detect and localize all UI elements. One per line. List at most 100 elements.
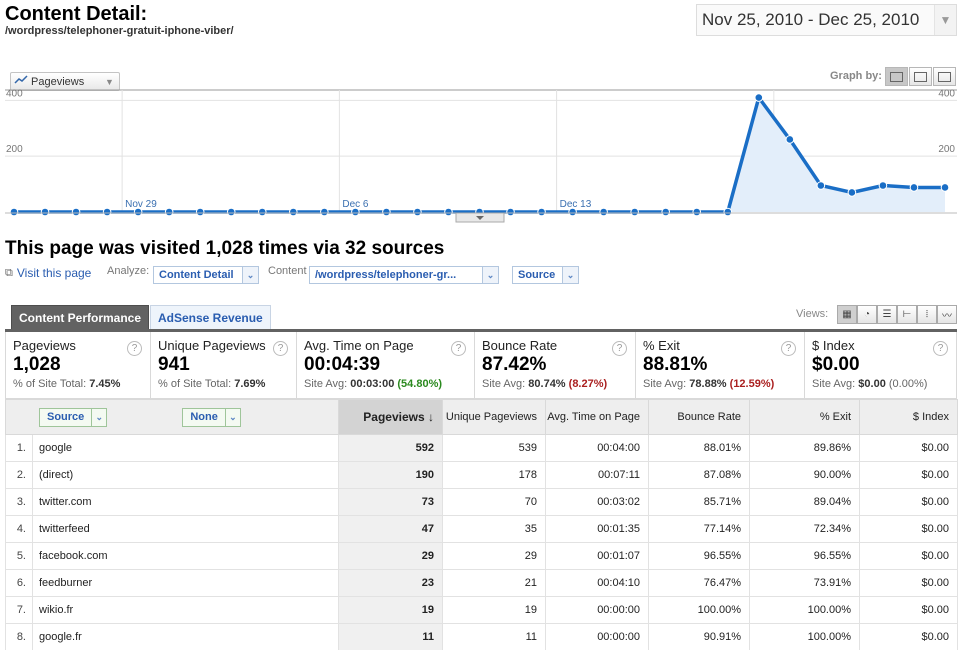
y-tick-label-left: 400 bbox=[6, 88, 23, 99]
scorecard-label: $ Index bbox=[812, 338, 855, 353]
exit-cell: 100.00% bbox=[749, 596, 861, 624]
scorecard-pageviews: Pageviews 1,028 % of Site Total: 7.45% ? bbox=[6, 332, 151, 398]
table-view-icon[interactable]: ▦ bbox=[837, 305, 857, 324]
source-cell[interactable]: facebook.com bbox=[31, 542, 340, 570]
data-point bbox=[382, 207, 391, 217]
day-view-icon[interactable] bbox=[885, 67, 908, 86]
data-point bbox=[878, 181, 888, 190]
comparison-view-icon[interactable]: ⊢ bbox=[897, 305, 917, 324]
table-row[interactable]: 7. wikio.fr 19 19 00:00:00 100.00% 100.00% $0.0… bbox=[5, 596, 959, 624]
column-header-bounce-rate[interactable]: Bounce Rate bbox=[648, 399, 751, 435]
exit-cell: 90.00% bbox=[749, 461, 861, 489]
exit-cell: 72.34% bbox=[749, 515, 861, 543]
chevron-down-icon: ⌄ bbox=[224, 408, 240, 426]
chevron-down-icon: ⌄ bbox=[242, 267, 258, 283]
dollar-index-cell: $0.00 bbox=[859, 434, 959, 462]
tab-content-performance[interactable]: Content Performance bbox=[11, 305, 150, 329]
table-row[interactable]: 2. (direct) 190 178 00:07:11 87.08% 90.00% $0.0… bbox=[5, 461, 959, 489]
date-range-picker[interactable]: Nov 25, 2010 - Dec 25, 2010 ▼ bbox=[696, 4, 957, 36]
visit-this-page-link[interactable]: ⧉ Visit this page bbox=[5, 266, 91, 280]
source-cell[interactable]: google bbox=[31, 434, 340, 462]
column-header-pageviews[interactable]: Pageviews ↓ bbox=[338, 399, 444, 435]
source-cell[interactable]: wikio.fr bbox=[31, 596, 340, 624]
chevron-down-icon: ⌄ bbox=[482, 267, 498, 283]
analyze-select[interactable]: Content Detail ⌄ bbox=[153, 266, 259, 284]
scorecard-value: 00:04:39 bbox=[304, 354, 381, 375]
scorecard-exit: % Exit 88.81% Site Avg: 78.88% (12.59%) … bbox=[636, 332, 805, 398]
analyze-label: Analyze: bbox=[107, 265, 150, 277]
pageviews-cell: 23 bbox=[338, 569, 444, 597]
source-cell[interactable]: feedburner bbox=[31, 569, 340, 597]
scorecard-value: 88.81% bbox=[643, 354, 708, 375]
source-cell[interactable]: twitterfeed bbox=[31, 515, 340, 543]
help-icon[interactable]: ? bbox=[933, 341, 948, 356]
pageviews-cell: 592 bbox=[338, 434, 444, 462]
table-row[interactable]: 3. twitter.com 73 70 00:03:02 85.71% 89.04% $0.… bbox=[5, 488, 959, 516]
trend-view-icon[interactable]: 〰 bbox=[937, 305, 957, 324]
source-cell[interactable]: google.fr bbox=[31, 623, 340, 650]
content-label: Content bbox=[268, 265, 307, 277]
table-body: 1. google 592 539 00:04:00 88.01% 89.86% $0.00 2… bbox=[5, 434, 959, 650]
content-select[interactable]: /wordpress/telephoner-gr... ⌄ bbox=[309, 266, 499, 284]
dimension-select[interactable]: Source ⌄ bbox=[512, 266, 579, 284]
data-point bbox=[661, 207, 671, 217]
dollar-index-cell: $0.00 bbox=[859, 623, 959, 650]
unique-pageviews-cell: 539 bbox=[442, 434, 547, 462]
performance-view-icon[interactable]: ☰ bbox=[877, 305, 897, 324]
data-point bbox=[133, 207, 143, 217]
dollar-index-cell: $0.00 bbox=[859, 488, 959, 516]
source-cell[interactable]: twitter.com bbox=[31, 488, 340, 516]
table-row[interactable]: 5. facebook.com 29 29 00:01:07 96.55% 96.55% $0… bbox=[5, 542, 959, 570]
unique-pageviews-cell: 19 bbox=[442, 596, 547, 624]
scorecard-label: % Exit bbox=[643, 338, 680, 353]
data-point bbox=[599, 207, 608, 217]
pageviews-cell: 73 bbox=[338, 488, 444, 516]
external-link-icon: ⧉ bbox=[5, 266, 13, 279]
dollar-index-cell: $0.00 bbox=[859, 461, 959, 489]
row-number: 1. bbox=[5, 434, 33, 462]
help-icon[interactable]: ? bbox=[127, 341, 142, 356]
table-row[interactable]: 4. twitterfeed 47 35 00:01:35 77.14% 72.34% $0.… bbox=[5, 515, 959, 543]
data-point bbox=[506, 207, 515, 217]
row-number: 7. bbox=[5, 596, 33, 624]
secondary-dimension-select[interactable]: None ⌄ bbox=[182, 407, 241, 427]
help-icon[interactable]: ? bbox=[781, 341, 796, 356]
table-row[interactable]: 6. feedburner 23 21 00:04:10 76.47% 73.91% $0.0… bbox=[5, 569, 959, 597]
chevron-down-icon: ▼ bbox=[105, 76, 114, 87]
pageviews-cell: 19 bbox=[338, 596, 444, 624]
column-header-unique-pageviews[interactable]: Unique Pageviews bbox=[442, 399, 547, 435]
data-point bbox=[226, 207, 236, 217]
column-header-dollar-index[interactable]: $ Index bbox=[859, 399, 959, 435]
data-point bbox=[568, 207, 577, 217]
help-icon[interactable]: ? bbox=[612, 341, 627, 356]
tab-divider bbox=[5, 329, 957, 332]
column-header-exit[interactable]: % Exit bbox=[749, 399, 861, 435]
month-view-icon[interactable] bbox=[933, 67, 956, 86]
table-row[interactable]: 1. google 592 539 00:04:00 88.01% 89.86% $0.00 bbox=[5, 434, 959, 462]
help-icon[interactable]: ? bbox=[273, 341, 288, 356]
y-tick-label-left: 200 bbox=[6, 144, 23, 155]
data-point bbox=[909, 183, 919, 192]
pivot-view-icon[interactable]: ⦙ bbox=[917, 305, 937, 324]
scorecard-value: $0.00 bbox=[812, 354, 860, 375]
scorecard-sub: Site Avg: 00:03:00 (54.80%) bbox=[304, 378, 443, 390]
pie-view-icon[interactable]: ◔ bbox=[857, 305, 877, 324]
week-view-icon[interactable] bbox=[909, 67, 932, 86]
table-row[interactable]: 8. google.fr 11 11 00:00:00 90.91% 100.00% $0.0… bbox=[5, 623, 959, 650]
unique-pageviews-cell: 21 bbox=[442, 569, 547, 597]
unique-pageviews-cell: 178 bbox=[442, 461, 547, 489]
source-cell[interactable]: (direct) bbox=[31, 461, 340, 489]
row-number: 5. bbox=[5, 542, 33, 570]
tab-adsense-revenue[interactable]: AdSense Revenue bbox=[150, 305, 271, 329]
help-icon[interactable]: ? bbox=[451, 341, 466, 356]
data-point bbox=[785, 135, 795, 144]
scorecard-sub: Site Avg: $0.00 (0.00%) bbox=[812, 378, 928, 390]
chevron-down-icon[interactable]: ▼ bbox=[934, 5, 956, 35]
scorecard-label: Unique Pageviews bbox=[158, 338, 266, 353]
column-header-avg-time[interactable]: Avg. Time on Page bbox=[545, 399, 650, 435]
unique-pageviews-cell: 35 bbox=[442, 515, 547, 543]
primary-dimension-select[interactable]: Source ⌄ bbox=[39, 407, 108, 427]
exit-cell: 89.86% bbox=[749, 434, 861, 462]
scorecard-value: 1,028 bbox=[13, 354, 61, 375]
pageviews-cell: 190 bbox=[338, 461, 444, 489]
